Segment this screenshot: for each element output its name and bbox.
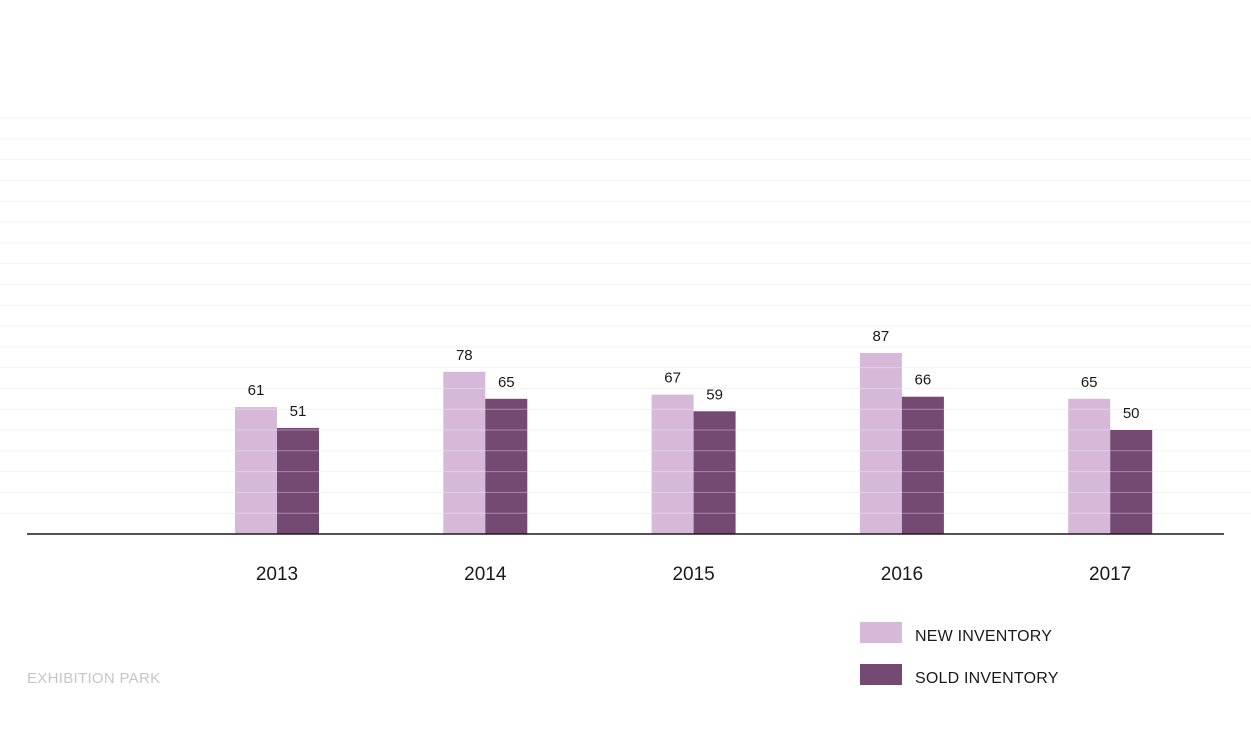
bar-new-inventory-2013 <box>235 407 277 534</box>
data-label-sold-inventory-2014: 65 <box>498 374 515 391</box>
legend-label-sold-inventory: SOLD INVENTORY <box>915 669 1059 687</box>
legend-label-new-inventory: NEW INVENTORY <box>915 627 1053 645</box>
legend-swatch-new-inventory <box>860 622 902 643</box>
x-tick-label-2014: 2014 <box>464 564 507 585</box>
gridlines <box>0 117 1251 514</box>
data-label-new-inventory-2013: 61 <box>248 382 265 399</box>
bar-sold-inventory-2015 <box>693 411 736 534</box>
legend-item-sold-inventory: SOLD INVENTORY <box>860 664 1059 687</box>
bar-sold-inventory-2013 <box>277 427 319 534</box>
data-labels: 61 51 78 65 67 59 87 66 65 50 <box>248 328 1140 422</box>
bar-sold-inventory-2014 <box>485 398 528 534</box>
data-label-sold-inventory-2013: 51 <box>290 403 307 420</box>
x-tick-label-2016: 2016 <box>881 564 923 585</box>
bar-gridline-overlay <box>235 367 1153 514</box>
legend-swatch-sold-inventory <box>860 664 902 685</box>
x-tick-label-2013: 2013 <box>256 564 298 585</box>
x-tick-label-2015: 2015 <box>672 564 714 585</box>
x-axis-tick-labels: 2013 2014 2015 2016 2017 <box>256 564 1131 585</box>
x-tick-label-2017: 2017 <box>1089 564 1131 585</box>
bar-new-inventory-2017 <box>1068 398 1111 534</box>
data-label-sold-inventory-2015: 59 <box>706 386 723 403</box>
data-label-sold-inventory-2017: 50 <box>1123 405 1140 422</box>
bar-sold-inventory-2017 <box>1110 430 1153 534</box>
bar-new-inventory-2014 <box>443 371 486 534</box>
legend: NEW INVENTORY SOLD INVENTORY <box>860 622 1059 706</box>
bar-sold-inventory-2016 <box>901 396 944 534</box>
bars <box>235 353 1153 534</box>
data-label-new-inventory-2016: 87 <box>873 328 890 345</box>
bar-new-inventory-2016 <box>859 353 902 534</box>
data-label-new-inventory-2014: 78 <box>456 347 473 364</box>
legend-item-new-inventory: NEW INVENTORY <box>860 622 1059 645</box>
footer-label: EXHIBITION PARK <box>27 670 161 687</box>
data-label-new-inventory-2017: 65 <box>1081 374 1098 391</box>
bar-new-inventory-2015 <box>651 394 694 534</box>
data-label-new-inventory-2015: 67 <box>664 370 681 387</box>
data-label-sold-inventory-2016: 66 <box>915 372 932 389</box>
